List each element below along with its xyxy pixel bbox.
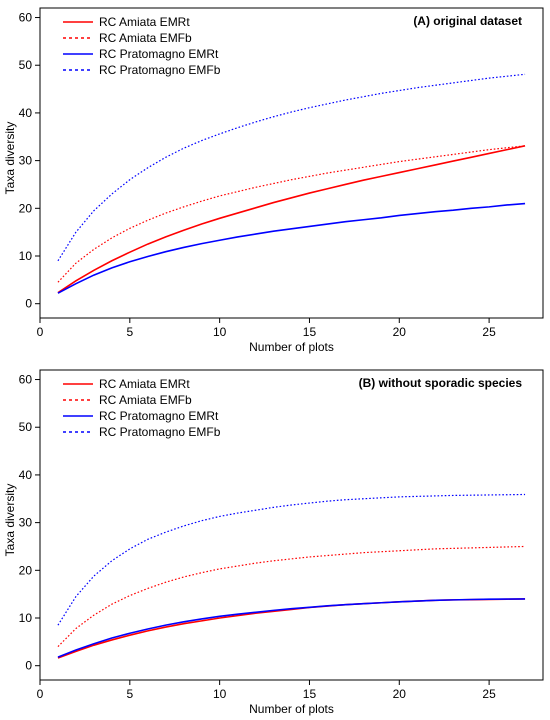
legend-label: RC Pratomagno EMRt bbox=[99, 409, 219, 423]
legend-label: RC Pratomagno EMFb bbox=[99, 425, 221, 439]
y-tick-label: 0 bbox=[25, 297, 32, 311]
panel-title: (B) without sporadic species bbox=[359, 376, 523, 390]
x-tick-label: 25 bbox=[482, 687, 496, 701]
x-tick-label: 25 bbox=[482, 325, 496, 339]
y-tick-label: 20 bbox=[19, 201, 33, 215]
series-line-rc-amiata-emrt bbox=[57, 598, 526, 659]
x-tick-label: 0 bbox=[37, 687, 44, 701]
y-tick-label: 30 bbox=[19, 516, 33, 530]
y-tick-label: 10 bbox=[19, 611, 33, 625]
y-tick-label: 60 bbox=[19, 11, 33, 25]
y-tick-label: 0 bbox=[25, 659, 32, 673]
y-tick-label: 10 bbox=[19, 249, 33, 263]
plot-frame bbox=[39, 7, 544, 319]
y-axis-title: Taxa diversity bbox=[3, 122, 17, 195]
x-tick-label: 10 bbox=[213, 325, 227, 339]
y-tick-label: 30 bbox=[19, 154, 33, 168]
y-tick-label: 50 bbox=[19, 58, 33, 72]
chart-panel-b: 0 10 20 30 40 50 60 0 5 10 15 20 25 Number of plots Ta… bbox=[3, 369, 544, 716]
series-line-rc-pratomagno-emfb bbox=[57, 73, 526, 262]
x-tick-label: 20 bbox=[393, 687, 407, 701]
y-axis-title: Taxa diversity bbox=[3, 484, 17, 557]
series-line-rc-amiata-emfb bbox=[57, 545, 526, 648]
y-tick-label: 60 bbox=[19, 373, 33, 387]
x-axis-title: Number of plots bbox=[249, 340, 334, 354]
series-line-rc-pratomagno-emfb bbox=[57, 493, 526, 626]
y-tick-label: 50 bbox=[19, 420, 33, 434]
legend-label: RC Pratomagno EMFb bbox=[99, 63, 221, 77]
plot-frame bbox=[39, 369, 544, 681]
y-tick-label: 20 bbox=[19, 563, 33, 577]
legend-label: RC Amiata EMFb bbox=[99, 31, 192, 45]
series-line-rc-pratomagno-emrt bbox=[57, 202, 526, 294]
x-tick-label: 10 bbox=[213, 687, 227, 701]
x-tick-label: 0 bbox=[37, 325, 44, 339]
legend-label: RC Pratomagno EMRt bbox=[99, 47, 219, 61]
series-line-rc-pratomagno-emrt bbox=[57, 598, 526, 658]
chart-panel-a: 0 10 20 30 40 50 60 0 5 10 15 20 25 Number of plots Ta… bbox=[3, 7, 544, 354]
series-line-rc-amiata-emfb bbox=[57, 145, 526, 283]
legend-label: RC Amiata EMFb bbox=[99, 393, 192, 407]
legend-label: RC Amiata EMRt bbox=[99, 377, 190, 391]
panel-title: (A) original dataset bbox=[413, 14, 522, 28]
legend-label: RC Amiata EMRt bbox=[99, 15, 190, 29]
y-tick-label: 40 bbox=[19, 468, 33, 482]
x-axis-title: Number of plots bbox=[249, 702, 334, 716]
x-tick-label: 5 bbox=[126, 325, 133, 339]
y-tick-label: 40 bbox=[19, 106, 33, 120]
series-line-rc-amiata-emrt bbox=[57, 145, 526, 294]
x-tick-label: 15 bbox=[303, 687, 317, 701]
x-tick-label: 20 bbox=[393, 325, 407, 339]
x-tick-label: 5 bbox=[126, 687, 133, 701]
x-tick-label: 15 bbox=[303, 325, 317, 339]
